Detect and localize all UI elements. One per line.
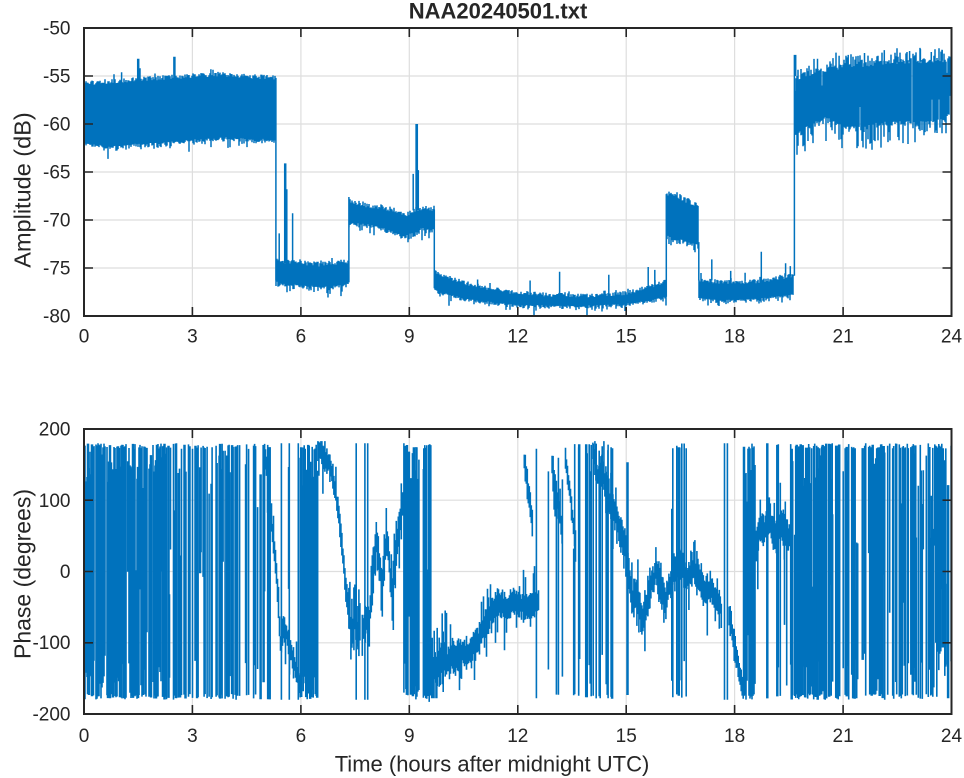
svg-text:-100: -100 xyxy=(32,633,70,654)
svg-text:NAA20240501.txt: NAA20240501.txt xyxy=(409,0,588,24)
svg-text:3: 3 xyxy=(187,726,198,747)
svg-text:18: 18 xyxy=(724,726,745,747)
svg-text:0: 0 xyxy=(79,726,90,747)
svg-text:-75: -75 xyxy=(43,259,70,280)
svg-text:Time (hours after midnight UTC: Time (hours after midnight UTC) xyxy=(335,752,650,777)
svg-text:21: 21 xyxy=(833,327,854,348)
svg-text:Amplitude (dB): Amplitude (dB) xyxy=(10,112,36,267)
svg-text:6: 6 xyxy=(296,726,307,747)
svg-text:12: 12 xyxy=(507,327,528,348)
svg-text:-200: -200 xyxy=(32,705,70,726)
svg-text:24: 24 xyxy=(941,726,963,747)
svg-text:-80: -80 xyxy=(43,307,70,328)
svg-text:21: 21 xyxy=(833,726,854,747)
svg-text:Phase (degrees): Phase (degrees) xyxy=(10,489,36,659)
svg-text:-70: -70 xyxy=(43,211,70,232)
svg-text:0: 0 xyxy=(60,562,71,583)
svg-text:15: 15 xyxy=(616,327,637,348)
svg-text:15: 15 xyxy=(616,726,637,747)
svg-text:100: 100 xyxy=(39,491,71,512)
svg-text:-55: -55 xyxy=(43,67,70,88)
svg-text:-65: -65 xyxy=(43,163,70,184)
svg-text:12: 12 xyxy=(507,726,528,747)
svg-text:-50: -50 xyxy=(43,19,70,40)
svg-text:9: 9 xyxy=(404,726,415,747)
svg-text:6: 6 xyxy=(296,327,307,348)
svg-text:200: 200 xyxy=(39,420,71,441)
svg-text:0: 0 xyxy=(79,327,90,348)
svg-text:9: 9 xyxy=(404,327,415,348)
svg-text:24: 24 xyxy=(941,327,963,348)
svg-text:18: 18 xyxy=(724,327,745,348)
svg-text:3: 3 xyxy=(187,327,198,348)
svg-text:-60: -60 xyxy=(43,115,70,136)
